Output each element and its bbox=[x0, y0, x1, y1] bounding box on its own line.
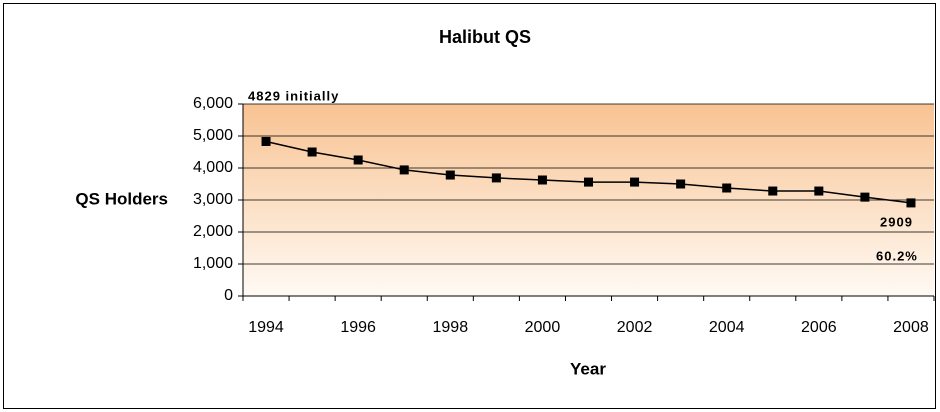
data-point bbox=[261, 136, 271, 146]
chart-title: Halibut QS bbox=[439, 27, 531, 47]
x-tick-label: 1994 bbox=[248, 319, 284, 336]
data-point bbox=[445, 170, 455, 180]
x-tick-label: 2000 bbox=[525, 319, 561, 336]
data-point bbox=[722, 183, 732, 193]
y-tick-label: 5,000 bbox=[193, 127, 233, 144]
y-tick-label: 1,000 bbox=[193, 255, 233, 272]
y-tick-label: 2,000 bbox=[193, 223, 233, 240]
data-point bbox=[860, 192, 870, 202]
x-tick-label: 1996 bbox=[340, 319, 376, 336]
annotation: 60.2% bbox=[876, 248, 918, 263]
annotation: 2909 bbox=[880, 214, 913, 229]
data-point bbox=[814, 186, 824, 196]
y-tick-label: 0 bbox=[224, 287, 233, 304]
y-tick-label: 4,000 bbox=[193, 159, 233, 176]
y-axis-label: QS Holders bbox=[75, 189, 168, 208]
y-tick-label: 6,000 bbox=[193, 95, 233, 112]
data-point bbox=[307, 147, 317, 157]
data-point bbox=[676, 179, 686, 189]
data-point bbox=[353, 155, 363, 165]
data-point bbox=[491, 173, 501, 183]
x-tick-label: 1998 bbox=[433, 319, 469, 336]
data-point bbox=[399, 165, 409, 175]
x-tick-label: 2004 bbox=[709, 319, 745, 336]
data-point bbox=[630, 177, 640, 187]
y-tick-label: 3,000 bbox=[193, 191, 233, 208]
x-tick-label: 2006 bbox=[801, 319, 837, 336]
data-point bbox=[906, 198, 916, 208]
x-tick-label: 2008 bbox=[893, 319, 929, 336]
x-tick-label: 2002 bbox=[617, 319, 653, 336]
x-axis-label: Year bbox=[570, 359, 606, 378]
data-point bbox=[768, 186, 778, 196]
data-point bbox=[584, 177, 593, 187]
annotation: 4829 initially bbox=[248, 88, 339, 103]
data-point bbox=[537, 175, 547, 185]
